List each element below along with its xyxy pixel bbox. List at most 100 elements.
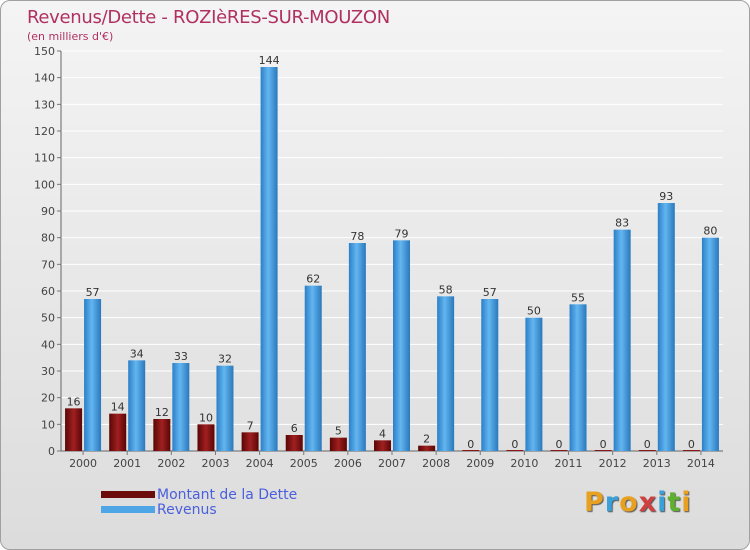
bar-revenus <box>348 243 366 451</box>
bar-dette-baseline <box>462 450 480 451</box>
y-tick-label: 130 <box>34 98 55 111</box>
logo-letter: i <box>657 487 668 518</box>
x-tick-label: 2010 <box>510 457 538 470</box>
y-tick-label: 80 <box>41 232 55 245</box>
bar-revenus <box>657 203 675 451</box>
bar-dette <box>197 424 215 451</box>
value-label-revenus: 79 <box>395 227 409 240</box>
x-tick-label: 2009 <box>466 457 494 470</box>
value-label-revenus: 55 <box>571 291 585 304</box>
value-label-dette: 4 <box>379 427 386 440</box>
value-label-revenus: 83 <box>615 217 629 230</box>
bar-dette <box>285 435 303 451</box>
proxiti-logo: Proxiti <box>584 487 692 518</box>
value-label-dette: 0 <box>467 438 474 451</box>
bar-dette-baseline <box>638 450 656 451</box>
logo-letter: r <box>604 487 620 518</box>
legend-swatch-revenus <box>101 506 155 513</box>
bar-dette <box>418 445 436 451</box>
x-tick-label: 2013 <box>643 457 671 470</box>
y-tick-label: 110 <box>34 152 55 165</box>
logo-letter: o <box>619 487 639 518</box>
value-label-revenus: 57 <box>483 286 497 299</box>
bar-revenus <box>260 67 278 451</box>
legend-item-revenus: Revenus <box>101 501 297 518</box>
bar-dette <box>329 437 347 451</box>
x-tick-label: 2002 <box>157 457 185 470</box>
x-tick-label: 2006 <box>334 457 362 470</box>
bar-revenus <box>393 240 410 451</box>
value-label-revenus: 58 <box>439 283 453 296</box>
value-label-dette: 0 <box>644 438 651 451</box>
value-label-revenus: 80 <box>703 225 717 238</box>
value-label-revenus: 32 <box>218 353 232 366</box>
bar-revenus <box>84 299 102 451</box>
bar-dette-baseline <box>682 450 700 451</box>
y-tick-label: 0 <box>48 445 55 458</box>
bar-revenus <box>613 229 631 451</box>
bar-revenus <box>437 296 455 451</box>
bar-dette <box>153 419 171 451</box>
y-tick-label: 10 <box>41 418 55 431</box>
y-tick-label: 140 <box>34 72 55 85</box>
legend-label-dette: Montant de la Dette <box>157 486 298 503</box>
bar-revenus <box>304 285 322 451</box>
value-label-dette: 2 <box>423 433 430 446</box>
y-tick-label: 100 <box>34 178 55 191</box>
value-label-dette: 10 <box>199 411 213 424</box>
bar-dette-baseline <box>550 450 568 451</box>
value-label-dette: 0 <box>600 438 607 451</box>
x-tick-label: 2014 <box>687 457 715 470</box>
y-tick-label: 40 <box>41 338 55 351</box>
bar-dette <box>241 432 259 451</box>
logo-letter: P <box>584 487 605 518</box>
value-label-dette: 0 <box>511 438 518 451</box>
bar-revenus <box>569 304 587 451</box>
y-tick-label: 50 <box>41 312 55 325</box>
value-label-dette: 0 <box>688 438 695 451</box>
value-label-dette: 0 <box>556 438 563 451</box>
x-tick-label: 2000 <box>69 457 97 470</box>
value-label-dette: 16 <box>67 395 81 408</box>
value-label-revenus: 78 <box>350 230 364 243</box>
y-tick-label: 150 <box>34 45 55 58</box>
legend: Montant de la Dette Revenus <box>101 486 298 518</box>
bar-revenus <box>216 365 234 451</box>
y-tick-label: 60 <box>41 285 55 298</box>
bar-revenus <box>128 360 146 451</box>
bar-revenus <box>481 299 499 451</box>
logo-letter: i <box>681 487 692 518</box>
value-label-dette: 6 <box>291 422 298 435</box>
value-label-dette: 14 <box>111 401 125 414</box>
x-tick-label: 2001 <box>113 457 141 470</box>
legend-item-dette: Montant de la Dette <box>101 486 298 503</box>
x-tick-label: 2007 <box>378 457 406 470</box>
value-label-dette: 7 <box>247 419 254 432</box>
value-label-revenus: 144 <box>259 54 280 67</box>
legend-label-revenus: Revenus <box>157 501 217 518</box>
y-tick-label: 30 <box>41 365 55 378</box>
bar-revenus <box>172 363 190 451</box>
legend-swatch-dette <box>101 491 155 498</box>
y-tick-label: 20 <box>41 392 55 405</box>
value-label-revenus: 93 <box>659 190 673 203</box>
value-label-dette: 12 <box>155 406 169 419</box>
bar-revenus <box>701 237 719 451</box>
value-label-revenus: 57 <box>86 286 100 299</box>
bar-dette <box>65 408 83 451</box>
bar-revenus <box>525 317 543 451</box>
y-tick-label: 70 <box>41 258 55 271</box>
x-tick-label: 2008 <box>422 457 450 470</box>
x-tick-label: 2012 <box>599 457 627 470</box>
y-tick-label: 120 <box>34 125 55 138</box>
value-label-dette: 5 <box>335 425 342 438</box>
chart-title: Revenus/Dette - ROZIèRES-SUR-MOUZON <box>27 7 390 28</box>
bar-dette <box>109 413 127 451</box>
x-tick-label: 2004 <box>246 457 274 470</box>
value-label-revenus: 33 <box>174 350 188 363</box>
y-tick-label: 90 <box>41 205 55 218</box>
bar-dette-baseline <box>506 450 524 451</box>
chart-subtitle: (en milliers d'€) <box>27 30 114 43</box>
